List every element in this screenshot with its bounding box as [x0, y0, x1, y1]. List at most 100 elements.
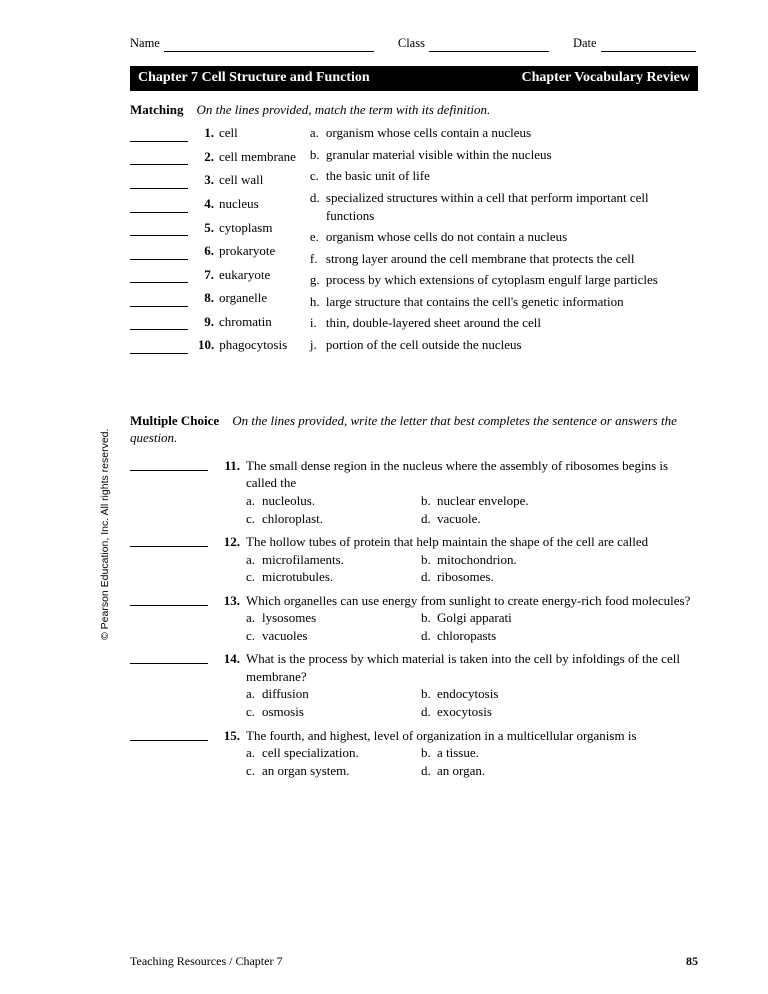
term-label: cell wall [219, 171, 263, 189]
definition-row: b.granular material visible within the n… [310, 146, 698, 164]
term-number: 9. [198, 313, 214, 331]
q-number: 14. [218, 650, 240, 685]
term-label: nucleus [219, 195, 259, 213]
definition-row: g.process by which extensions of cytopla… [310, 271, 698, 289]
def-letter: a. [310, 124, 326, 142]
matching-term-row: 6.prokaryote [130, 242, 296, 260]
def-text: portion of the cell outside the nucleus [326, 336, 522, 354]
mc-item: 13.Which organelles can use energy from … [130, 592, 698, 645]
def-text: specialized structures within a cell tha… [326, 189, 698, 224]
term-label: eukaryote [219, 266, 270, 284]
definition-row: e.organism whose cells do not contain a … [310, 228, 698, 246]
def-text: thin, double-layered sheet around the ce… [326, 314, 541, 332]
answer-blank[interactable] [130, 200, 188, 213]
footer: Teaching Resources / Chapter 7 85 [130, 953, 698, 969]
def-letter: d. [310, 189, 326, 224]
q-text: The small dense region in the nucleus wh… [246, 457, 698, 492]
answer-blank[interactable] [130, 223, 188, 236]
matching-definitions: a.organism whose cells contain a nucleus… [310, 124, 698, 359]
footer-page-number: 85 [686, 953, 698, 969]
choice-letter: a. [246, 551, 262, 569]
mc-question: 13.Which organelles can use energy from … [218, 592, 698, 610]
mc-choice: a.diffusion [246, 685, 421, 703]
answer-blank[interactable] [130, 651, 208, 664]
term-number: 8. [198, 289, 214, 307]
def-text: organism whose cells do not contain a nu… [326, 228, 567, 246]
matching-term-row: 8. organelle [130, 289, 296, 307]
mc-title: Multiple Choice [130, 413, 219, 428]
mc-question: 15.The fourth, and highest, level of org… [218, 727, 698, 745]
class-blank[interactable] [429, 38, 549, 52]
name-blank[interactable] [164, 38, 374, 52]
answer-blank[interactable] [130, 247, 188, 260]
mc-choice: a.microfilaments. [246, 551, 421, 569]
def-text: organism whose cells contain a nucleus [326, 124, 531, 142]
term-label: cytoplasm [219, 219, 272, 237]
name-label: Name [130, 35, 160, 52]
date-blank[interactable] [601, 38, 696, 52]
definition-row: i.thin, double-layered sheet around the … [310, 314, 698, 332]
matching-intro: Matching On the lines provided, match th… [130, 101, 698, 119]
answer-blank[interactable] [130, 341, 188, 354]
term-label: organelle [219, 289, 267, 307]
answer-blank[interactable] [130, 129, 188, 142]
mc-body: 12.The hollow tubes of protein that help… [218, 533, 698, 586]
choice-text: mitochondrion. [437, 551, 517, 569]
term-number: 6. [198, 242, 214, 260]
mc-body: 13.Which organelles can use energy from … [218, 592, 698, 645]
mc-choice: b.endocytosis [421, 685, 596, 703]
q-number: 11. [218, 457, 240, 492]
term-number: 5. [198, 219, 214, 237]
choice-letter: a. [246, 609, 262, 627]
mc-choice: b.mitochondrion. [421, 551, 596, 569]
mc-choice: c.vacuoles [246, 627, 421, 645]
choice-letter: c. [246, 762, 262, 780]
answer-blank[interactable] [130, 458, 208, 471]
choice-text: nucleolus. [262, 492, 315, 510]
answer-blank[interactable] [130, 534, 208, 547]
mc-choice: d.an organ. [421, 762, 596, 780]
mc-choice: d.exocytosis [421, 703, 596, 721]
mc-choice: b.Golgi apparati [421, 609, 596, 627]
answer-blank[interactable] [130, 152, 188, 165]
matching-term-row: 2.cell membrane [130, 148, 296, 166]
mc-choice: b.a tissue. [421, 744, 596, 762]
choice-text: an organ system. [262, 762, 350, 780]
choice-text: microtubules. [262, 568, 333, 586]
answer-blank[interactable] [130, 294, 188, 307]
choice-text: vacuoles [262, 627, 307, 645]
answer-blank[interactable] [130, 728, 208, 741]
definition-row: a.organism whose cells contain a nucleus [310, 124, 698, 142]
term-label: cell [219, 124, 238, 142]
term-number: 10. [198, 336, 214, 354]
answer-blank[interactable] [130, 317, 188, 330]
date-label: Date [573, 35, 597, 52]
def-letter: g. [310, 271, 326, 289]
term-number: 3. [198, 171, 214, 189]
def-text: strong layer around the cell membrane th… [326, 250, 635, 268]
def-text: process by which extensions of cytoplasm… [326, 271, 658, 289]
def-letter: e. [310, 228, 326, 246]
matching-term-row: 10.phagocytosis [130, 336, 296, 354]
mc-question: 14.What is the process by which material… [218, 650, 698, 685]
choice-text: chloroplast. [262, 510, 323, 528]
definition-row: c.the basic unit of life [310, 167, 698, 185]
choice-letter: a. [246, 744, 262, 762]
matching-term-row: 9.chromatin [130, 313, 296, 331]
answer-blank[interactable] [130, 593, 208, 606]
choice-letter: d. [421, 703, 437, 721]
choice-text: Golgi apparati [437, 609, 512, 627]
mc-choice: c.an organ system. [246, 762, 421, 780]
mc-body: 11. The small dense region in the nucleus… [218, 457, 698, 527]
mc-choice: c.osmosis [246, 703, 421, 721]
answer-blank[interactable] [130, 176, 188, 189]
choice-letter: d. [421, 627, 437, 645]
chapter-title: Chapter 7 Cell Structure and Function [138, 69, 370, 88]
header-line: Name Class Date [130, 35, 698, 52]
mc-item: 15.The fourth, and highest, level of org… [130, 727, 698, 780]
q-text: Which organelles can use energy from sun… [246, 592, 690, 610]
term-number: 4. [198, 195, 214, 213]
mc-choices: a.lysosomesb.Golgi apparatic.vacuolesd.c… [246, 609, 698, 644]
answer-blank[interactable] [130, 270, 188, 283]
date-field: Date [573, 35, 696, 52]
